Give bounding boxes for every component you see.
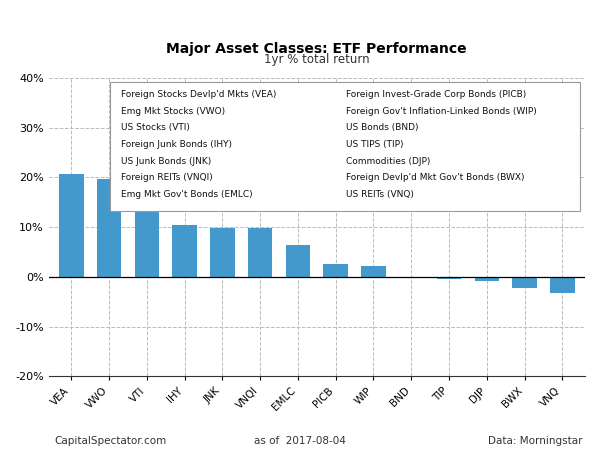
Text: US Bonds (BND): US Bonds (BND) — [346, 123, 419, 132]
Text: US REITs (VNQ): US REITs (VNQ) — [346, 190, 414, 199]
Text: Foreign Gov't Inflation-Linked Bonds (WIP): Foreign Gov't Inflation-Linked Bonds (WI… — [346, 107, 537, 116]
Text: US Stocks (VTI): US Stocks (VTI) — [121, 123, 190, 132]
Text: Emg Mkt Gov't Bonds (EMLC): Emg Mkt Gov't Bonds (EMLC) — [121, 190, 253, 199]
Bar — [550, 277, 575, 293]
Text: as of  2017-08-04: as of 2017-08-04 — [254, 436, 346, 446]
Text: Foreign Invest-Grade Corp Bonds (PICB): Foreign Invest-Grade Corp Bonds (PICB) — [346, 90, 527, 99]
Bar — [210, 228, 235, 277]
Bar — [512, 277, 537, 288]
Bar — [59, 174, 83, 277]
Bar — [399, 277, 424, 278]
Text: CapitalSpectator.com: CapitalSpectator.com — [54, 436, 166, 446]
Text: US TIPS (TIP): US TIPS (TIP) — [346, 140, 404, 149]
FancyBboxPatch shape — [110, 82, 580, 211]
Bar — [437, 277, 461, 279]
Bar — [172, 225, 197, 277]
Text: Foreign REITs (VNQI): Foreign REITs (VNQI) — [121, 173, 213, 182]
Bar — [134, 195, 159, 277]
Text: Foreign Devlp'd Mkt Gov't Bonds (BWX): Foreign Devlp'd Mkt Gov't Bonds (BWX) — [346, 173, 525, 182]
Text: Emg Mkt Stocks (VWO): Emg Mkt Stocks (VWO) — [121, 107, 225, 116]
Bar — [248, 228, 272, 277]
Text: Foreign Stocks Devlp'd Mkts (VEA): Foreign Stocks Devlp'd Mkts (VEA) — [121, 90, 277, 99]
Bar — [323, 265, 348, 277]
Title: Major Asset Classes: ETF Performance: Major Asset Classes: ETF Performance — [166, 42, 467, 56]
Text: Foreign Junk Bonds (IHY): Foreign Junk Bonds (IHY) — [121, 140, 232, 149]
Text: 1yr % total return: 1yr % total return — [264, 53, 370, 66]
Bar — [286, 245, 310, 277]
Text: US Junk Bonds (JNK): US Junk Bonds (JNK) — [121, 157, 211, 166]
Text: Commodities (DJP): Commodities (DJP) — [346, 157, 431, 166]
Bar — [475, 277, 499, 281]
Text: Data: Morningstar: Data: Morningstar — [487, 436, 582, 446]
Bar — [97, 180, 121, 277]
Bar — [361, 266, 386, 277]
